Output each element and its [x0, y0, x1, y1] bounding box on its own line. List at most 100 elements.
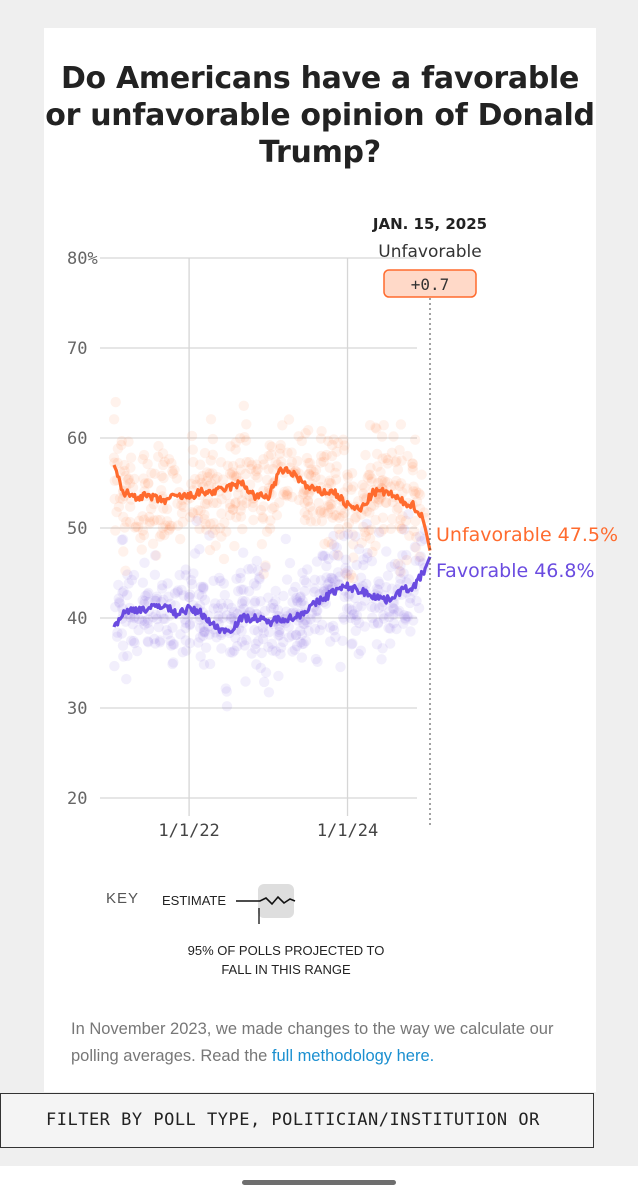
poll-dot	[350, 625, 361, 636]
key-graphic	[236, 884, 296, 924]
poll-dot	[381, 582, 392, 593]
poll-dot	[325, 636, 336, 647]
methodology-link[interactable]: full methodology here.	[271, 1047, 435, 1065]
poll-dot	[176, 508, 188, 519]
poll-dot	[175, 629, 186, 640]
poll-dot	[304, 486, 315, 498]
poll-dot	[400, 613, 411, 624]
poll-dot	[310, 471, 321, 483]
poll-dot	[139, 619, 150, 630]
poll-dot	[230, 498, 241, 509]
poll-dot	[394, 605, 405, 617]
poll-dot	[146, 467, 157, 479]
poll-dot	[136, 544, 147, 555]
poll-dot	[408, 615, 419, 626]
poll-dot	[156, 485, 167, 496]
poll-dot	[376, 654, 387, 665]
poll-dot	[263, 626, 275, 638]
poll-dot	[167, 639, 179, 650]
poll-dot	[416, 536, 427, 547]
poll-dot	[258, 627, 269, 638]
poll-dot	[210, 524, 221, 535]
poll-dot	[113, 593, 125, 604]
poll-dot	[313, 497, 324, 509]
poll-dot	[121, 673, 132, 685]
poll-dot	[235, 505, 246, 516]
poll-dot	[333, 523, 344, 535]
poll-dot	[351, 559, 362, 571]
poll-dot	[158, 613, 169, 624]
poll-dot	[148, 515, 160, 526]
poll-dot	[368, 618, 379, 629]
poll-dot	[186, 578, 198, 590]
poll-dot	[172, 520, 184, 531]
poll-dot	[208, 518, 219, 529]
poll-dot	[340, 554, 352, 565]
filter-label[interactable]: FILTER BY POLL TYPE, POLITICIAN/INSTITUT…	[46, 1110, 540, 1130]
poll-dot	[153, 621, 164, 633]
poll-dot	[348, 539, 359, 550]
poll-dot	[240, 435, 252, 446]
poll-dot	[407, 458, 418, 469]
poll-dot	[218, 474, 229, 485]
poll-dot	[374, 578, 385, 590]
poll-dot	[374, 602, 385, 613]
poll-dot	[373, 477, 384, 489]
poll-dot	[358, 493, 370, 504]
poll-dot	[109, 457, 120, 468]
poll-dot	[316, 426, 327, 437]
poll-dot	[414, 489, 426, 500]
poll-dot	[278, 590, 289, 602]
poll-dot	[342, 469, 353, 480]
poll-dot	[261, 474, 273, 486]
poll-dot	[270, 457, 281, 468]
y-axis-labels: 80% 70 60 50 40 30 20	[67, 249, 98, 809]
poll-dot	[254, 572, 265, 583]
poll-dot	[210, 474, 221, 485]
poll-dot	[158, 594, 169, 605]
poll-dot	[175, 533, 186, 545]
poll-dot	[370, 514, 381, 526]
poll-dot	[407, 461, 418, 473]
poll-dot	[408, 486, 419, 497]
poll-dot	[371, 448, 383, 460]
poll-dot	[405, 626, 416, 637]
poll-dot	[119, 459, 130, 471]
poll-dot	[270, 595, 281, 607]
poll-dot	[143, 637, 154, 648]
poll-dot	[198, 583, 209, 594]
poll-dot	[235, 573, 246, 584]
poll-dot	[401, 554, 412, 566]
margin-value: +0.7	[411, 275, 450, 294]
poll-dot	[324, 475, 335, 486]
poll-dot	[161, 503, 173, 515]
poll-dot	[364, 469, 375, 480]
poll-dot	[266, 449, 277, 460]
poll-dot	[240, 676, 251, 687]
poll-dot	[233, 489, 244, 500]
chart-card	[44, 28, 596, 1092]
poll-dot	[121, 480, 132, 492]
poll-dot	[221, 686, 232, 697]
poll-dot	[176, 500, 187, 511]
poll-dot	[367, 546, 378, 558]
poll-dot	[140, 590, 151, 602]
poll-dot	[299, 600, 310, 611]
poll-dot	[337, 635, 348, 646]
poll-dot	[221, 610, 233, 621]
filter-bar[interactable]	[0, 1093, 594, 1148]
key-range-label: 95% OF POLLS PROJECTED TO FALL IN THIS R…	[170, 941, 402, 979]
poll-dot	[330, 631, 341, 643]
poll-dot	[286, 491, 298, 503]
poll-dot	[258, 513, 269, 524]
poll-dot	[189, 473, 201, 485]
poll-dot	[410, 515, 421, 527]
poll-dot	[303, 425, 314, 436]
poll-dot	[133, 624, 144, 636]
poll-dot	[256, 647, 267, 659]
poll-dot	[385, 561, 397, 572]
poll-dot	[225, 502, 236, 513]
home-indicator[interactable]	[242, 1180, 396, 1185]
poll-dot	[398, 524, 410, 535]
poll-dot	[374, 494, 385, 505]
